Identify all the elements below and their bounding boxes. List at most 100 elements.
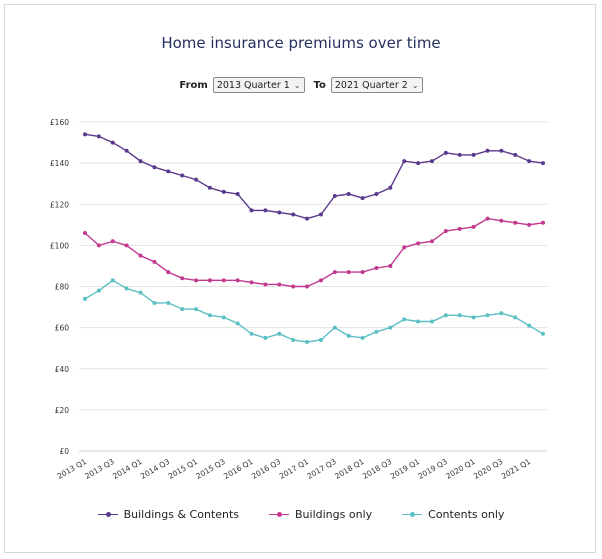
data-point	[194, 278, 199, 283]
data-point	[388, 325, 393, 330]
data-point	[346, 191, 351, 196]
series-layer	[83, 132, 545, 345]
data-point	[138, 159, 143, 164]
data-point	[166, 270, 171, 275]
legend-swatch	[402, 510, 423, 520]
data-point	[513, 315, 518, 320]
x-tick-label: 2016 Q3	[250, 457, 283, 481]
data-point	[471, 152, 476, 157]
data-point	[360, 196, 365, 201]
data-point	[194, 177, 199, 182]
data-point	[96, 134, 101, 139]
x-tick-label: 2015 Q3	[194, 457, 227, 481]
data-point	[443, 150, 448, 155]
data-point	[527, 323, 532, 328]
data-point	[443, 228, 448, 233]
data-point	[221, 189, 226, 194]
x-tick-label: 2015 Q1	[167, 457, 200, 481]
legend-swatch	[269, 510, 290, 520]
data-point	[388, 185, 393, 190]
data-point	[235, 191, 240, 196]
data-point	[346, 270, 351, 275]
data-point	[360, 270, 365, 275]
from-select[interactable]: 2013 Quarter 1 ⌄	[212, 77, 305, 93]
data-point	[527, 159, 532, 164]
data-point	[457, 226, 462, 231]
data-point	[194, 307, 199, 312]
data-point	[541, 161, 545, 166]
data-point	[235, 321, 240, 326]
y-tick-label: £20	[55, 406, 70, 415]
data-point	[83, 296, 87, 301]
data-point	[513, 152, 518, 157]
data-point	[152, 165, 157, 170]
legend-label: Buildings only	[295, 508, 373, 521]
data-point	[416, 241, 421, 246]
x-tick-label: 2013 Q3	[83, 457, 116, 481]
data-point	[207, 278, 212, 283]
x-tick-label: 2017 Q1	[278, 457, 311, 481]
data-point	[305, 340, 310, 345]
x-tick-label: 2013 Q1	[56, 457, 89, 481]
data-point	[457, 152, 462, 157]
legend-item-buildings-only[interactable]: Buildings only	[269, 508, 372, 521]
y-tick-label: £100	[50, 241, 69, 250]
to-select-value: 2021 Quarter 2	[334, 79, 408, 91]
data-point	[291, 337, 296, 342]
data-point	[541, 220, 545, 225]
data-point	[235, 278, 240, 283]
x-tick-label: 2014 Q3	[139, 457, 172, 481]
data-point	[263, 282, 268, 287]
x-tick-label: 2014 Q1	[111, 457, 144, 481]
data-point	[374, 191, 379, 196]
legend-item-contents-only[interactable]: Contents only	[402, 508, 504, 521]
data-point	[457, 313, 462, 318]
data-point	[499, 218, 504, 223]
to-label: To	[313, 79, 326, 91]
x-tick-label: 2019 Q3	[417, 457, 450, 481]
data-point	[152, 300, 157, 305]
data-point	[332, 194, 337, 199]
data-point	[485, 313, 490, 318]
legend-label: Buildings & Contents	[123, 508, 240, 521]
x-tick-label: 2019 Q1	[389, 457, 422, 481]
data-point	[180, 173, 185, 178]
data-point	[402, 317, 407, 322]
data-point	[96, 288, 101, 293]
data-point	[374, 265, 379, 270]
data-point	[318, 278, 323, 283]
x-tick-label: 2018 Q1	[333, 457, 366, 481]
data-point	[305, 216, 310, 221]
series-line	[84, 279, 544, 343]
data-point	[346, 333, 351, 338]
data-point	[166, 300, 171, 305]
data-point	[527, 222, 532, 227]
data-point	[443, 313, 448, 318]
data-point	[429, 239, 434, 244]
data-point	[166, 169, 171, 174]
data-point	[249, 280, 254, 285]
data-point	[485, 216, 490, 221]
data-point	[277, 282, 282, 287]
data-point	[374, 329, 379, 334]
to-select[interactable]: 2021 Quarter 2 ⌄	[330, 77, 423, 93]
data-point	[110, 278, 115, 283]
date-range-controls: From 2013 Quarter 1 ⌄ To 2021 Quarter 2 …	[0, 77, 602, 93]
legend-item-buildings-contents[interactable]: Buildings & Contents	[97, 508, 240, 521]
data-point	[513, 220, 518, 225]
from-select-value: 2013 Quarter 1	[216, 79, 290, 91]
y-tick-label: £80	[55, 283, 70, 292]
data-point	[221, 278, 226, 283]
data-point	[332, 270, 337, 275]
data-point	[388, 263, 393, 268]
data-point	[124, 243, 129, 248]
x-tick-label: 2018 Q3	[361, 457, 394, 481]
data-point	[429, 319, 434, 324]
y-tick-label: £140	[50, 159, 69, 168]
data-point	[485, 148, 490, 153]
data-point	[471, 224, 476, 229]
series-line	[84, 217, 544, 288]
from-label: From	[179, 79, 208, 91]
x-tick-label: 2016 Q1	[222, 457, 255, 481]
